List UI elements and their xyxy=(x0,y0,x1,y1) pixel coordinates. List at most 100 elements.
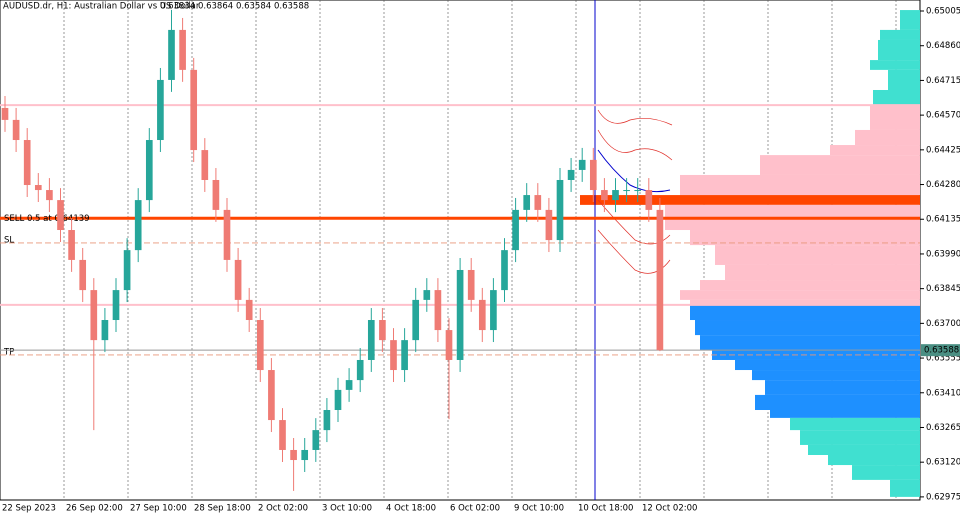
x-tick-label: 27 Sep 10:00 xyxy=(130,504,187,514)
candle-body xyxy=(134,200,142,251)
level-label: SL xyxy=(4,235,14,245)
candle-body xyxy=(323,410,331,431)
last-price-label: 0.63588 xyxy=(924,346,959,356)
candle-body xyxy=(46,190,53,201)
profile-bar xyxy=(870,105,920,130)
candle-body xyxy=(256,320,264,371)
candle-body xyxy=(312,430,320,450)
forecast-mean xyxy=(597,149,671,193)
candle-body xyxy=(501,250,508,291)
candle-body xyxy=(467,269,475,300)
candle-body xyxy=(12,119,20,141)
candle-body xyxy=(478,299,486,331)
profile-bar xyxy=(725,264,920,281)
profile-bar xyxy=(790,417,920,431)
candle-body xyxy=(578,159,586,170)
profile-bar xyxy=(735,359,920,371)
quote-close: 0.63588 xyxy=(274,2,309,12)
envelope-line xyxy=(597,129,673,161)
candle-body xyxy=(401,340,408,371)
candle-body xyxy=(34,185,42,191)
y-tick-label: 0.63410 xyxy=(926,388,960,398)
y-tick-label: 0.63555 xyxy=(926,354,960,364)
level-label: TP xyxy=(3,347,14,357)
candle-body xyxy=(512,209,519,251)
profile-bar xyxy=(900,10,920,30)
envelope-line xyxy=(597,109,673,126)
candle-body xyxy=(212,179,220,210)
candle-body xyxy=(145,140,153,201)
profile-bar xyxy=(680,174,920,196)
profile-bar xyxy=(888,69,920,90)
quote-open: 0.63834 xyxy=(160,2,195,12)
candle-body xyxy=(390,340,397,371)
y-tick-label: 0.64715 xyxy=(926,76,960,86)
profile-bar xyxy=(700,280,920,291)
candle-body xyxy=(201,150,209,180)
y-tick-label: 0.65005 xyxy=(926,7,960,17)
x-tick-label: 22 Sep 2023 xyxy=(2,504,56,514)
candle-body xyxy=(523,195,531,210)
candle-body xyxy=(301,449,309,461)
candle-body xyxy=(567,169,575,180)
candle-body xyxy=(101,320,109,341)
profile-bar xyxy=(715,245,920,265)
profile-bar xyxy=(878,39,920,61)
profile-bar xyxy=(890,479,920,497)
y-tick-label: 0.63845 xyxy=(926,284,960,294)
candle-body xyxy=(434,290,442,331)
candle-body xyxy=(190,69,198,151)
candle-body xyxy=(601,190,608,201)
candle-body xyxy=(23,140,31,186)
candle-body xyxy=(423,290,431,300)
candle-body xyxy=(90,290,98,341)
candle-body xyxy=(157,79,164,141)
profile-bar xyxy=(700,335,920,350)
profile-bar xyxy=(765,380,920,395)
candle-body xyxy=(334,389,342,411)
candle-body xyxy=(112,290,120,321)
y-tick-label: 0.63265 xyxy=(926,423,960,433)
x-tick-label: 28 Sep 18:00 xyxy=(194,504,251,514)
profile-bar xyxy=(828,455,920,466)
candle-body xyxy=(589,159,597,191)
x-tick-label: 26 Sep 02:00 xyxy=(66,504,123,514)
profile-bar xyxy=(760,155,920,175)
profile-bar xyxy=(870,60,920,70)
candle-body xyxy=(57,200,64,231)
profile-bar xyxy=(712,349,920,360)
profile-bar xyxy=(695,320,920,336)
profile-bar xyxy=(880,29,920,40)
profile-bar xyxy=(690,230,920,246)
profile-bar xyxy=(752,370,920,381)
candle-body xyxy=(545,209,553,241)
candle-body xyxy=(179,29,186,70)
candle-body xyxy=(645,190,653,210)
profile-bar xyxy=(770,410,920,418)
x-tick-label: 9 Oct 10:00 xyxy=(514,504,564,514)
candle-body xyxy=(279,420,286,450)
y-tick-label: 0.64860 xyxy=(926,41,960,51)
last-price-tag xyxy=(921,344,960,357)
candle-body xyxy=(634,190,642,192)
profile-bar xyxy=(580,195,920,205)
candle-body xyxy=(245,299,253,321)
candle-body xyxy=(1,107,9,120)
x-tick-label: 2 Oct 02:00 xyxy=(258,504,308,514)
candle-body xyxy=(234,259,242,300)
candle-body xyxy=(656,209,664,351)
y-tick-label: 0.63700 xyxy=(926,319,960,329)
x-tick-label: 3 Oct 10:00 xyxy=(322,504,372,514)
candle-body xyxy=(623,190,630,192)
profile-bar xyxy=(755,394,920,411)
quote-low: 0.63584 xyxy=(236,2,271,12)
y-tick-label: 0.64570 xyxy=(926,111,960,121)
profile-bar xyxy=(855,129,920,146)
candle-body xyxy=(612,190,619,201)
candle-body xyxy=(456,269,464,360)
profile-bar xyxy=(680,290,920,300)
y-tick-label: 0.64425 xyxy=(926,145,960,155)
candle-body xyxy=(123,250,131,291)
